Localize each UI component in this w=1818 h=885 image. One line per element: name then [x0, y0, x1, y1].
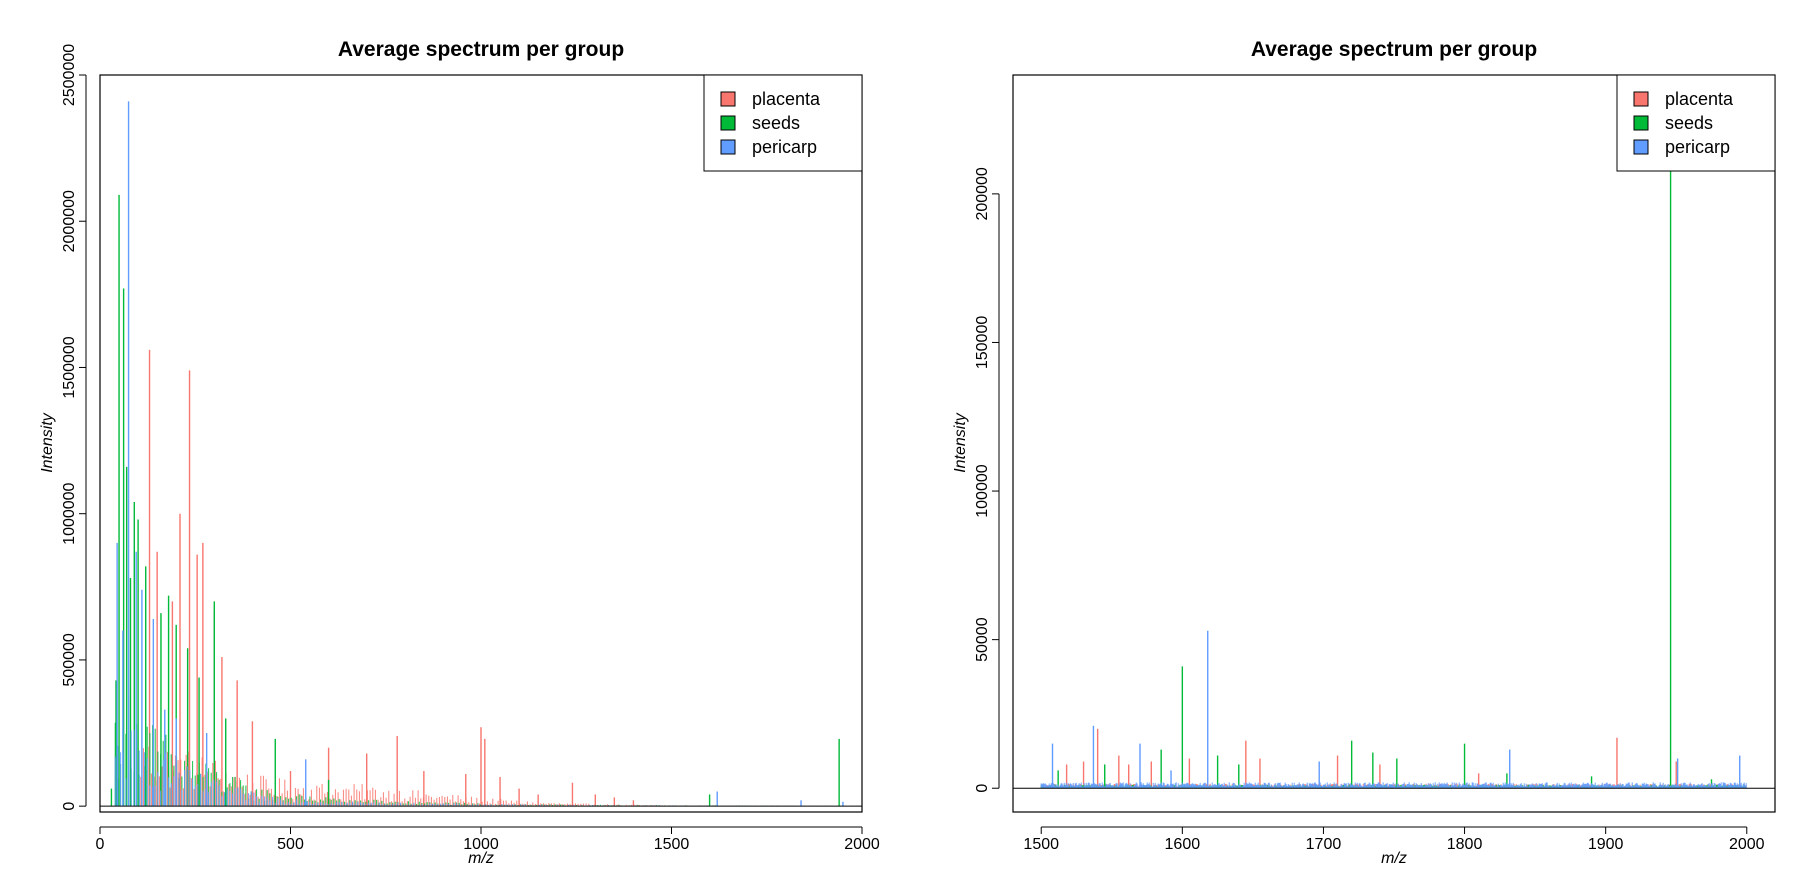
series-baseline: [114, 728, 863, 807]
y-tick-label: 1000000: [61, 482, 78, 544]
legend-swatch: [720, 139, 736, 155]
x-tick-label: 1500: [1023, 836, 1059, 853]
y-tick-label: 0: [974, 784, 991, 793]
legend-swatch: [1633, 91, 1649, 107]
y-tick-label: 150000: [974, 316, 991, 369]
x-tick-label: 500: [277, 836, 304, 853]
legend-label: placenta: [1665, 89, 1734, 109]
series-seeds: [1040, 75, 1747, 789]
legend-item-placenta: placenta: [720, 89, 821, 109]
legend-swatch: [720, 91, 736, 107]
x-axis-label: m/z: [468, 850, 494, 867]
x-tick-label: 1700: [1306, 836, 1342, 853]
y-tick-label: 1500000: [61, 336, 78, 398]
x-tick-label: 1000: [463, 836, 499, 853]
right-spectrum-panel: Average spectrum per group m/z Intensity…: [952, 38, 1776, 867]
x-tick-label: 1600: [1165, 836, 1201, 853]
spectrum-traces: [110, 101, 863, 807]
y-tick-label: 100000: [974, 464, 991, 517]
y-tick-label: 50000: [974, 617, 991, 662]
legend-label: pericarp: [752, 137, 817, 157]
legend-label: seeds: [1665, 113, 1713, 133]
x-tick-label: 2000: [844, 836, 880, 853]
series-baseline: [1040, 782, 1747, 789]
axes: 0 500 1000 1500 2000 0 500000 1000000 1500000 200…: [61, 44, 880, 853]
x-tick-label: 1800: [1447, 836, 1483, 853]
legend-label: pericarp: [1665, 137, 1730, 157]
y-tick-label: 2500000: [61, 44, 78, 106]
legend-item-placenta: placenta: [1633, 89, 1734, 109]
legend-swatch: [1633, 115, 1649, 131]
y-tick-label: 2000000: [61, 190, 78, 252]
y-tick-label: 200000: [974, 167, 991, 220]
legend-label: seeds: [752, 113, 800, 133]
x-tick-label: 0: [96, 836, 105, 853]
y-axis-label: Intensity: [39, 412, 56, 473]
series-seeds: [110, 194, 863, 807]
axes: 1500 1600 1700 1800 1900 2000 0 50000 100000 1500…: [974, 74, 1776, 853]
x-tick-label: 1500: [654, 836, 690, 853]
legend-item-pericarp: pericarp: [720, 137, 817, 157]
chart-title: Average spectrum per group: [338, 38, 624, 61]
y-tick-label: 0: [61, 802, 78, 811]
y-axis-label: Intensity: [952, 412, 969, 473]
series-pericarp: [114, 101, 863, 807]
x-tick-label: 1900: [1588, 836, 1624, 853]
legend: placenta seeds pericarp: [1616, 74, 1776, 172]
series-placenta: [1040, 728, 1747, 789]
chart-title: Average spectrum per group: [1251, 38, 1537, 61]
series-pericarp: [1040, 630, 1747, 789]
series-placenta: [137, 349, 862, 807]
plot-frame: [99, 74, 863, 813]
legend-swatch: [720, 115, 736, 131]
left-spectrum-panel: Average spectrum per group m/z Intensity…: [39, 38, 880, 867]
legend-item-pericarp: pericarp: [1633, 137, 1730, 157]
plot-frame: [1012, 74, 1776, 813]
x-axis-label: m/z: [1381, 850, 1407, 867]
y-tick-label: 500000: [61, 633, 78, 686]
x-tick-label: 2000: [1729, 836, 1765, 853]
legend-item-seeds: seeds: [1633, 113, 1713, 133]
legend-swatch: [1633, 139, 1649, 155]
legend-label: placenta: [752, 89, 821, 109]
legend: placenta seeds pericarp: [703, 74, 863, 172]
legend-item-seeds: seeds: [720, 113, 800, 133]
spectrum-traces: [1040, 75, 1747, 789]
